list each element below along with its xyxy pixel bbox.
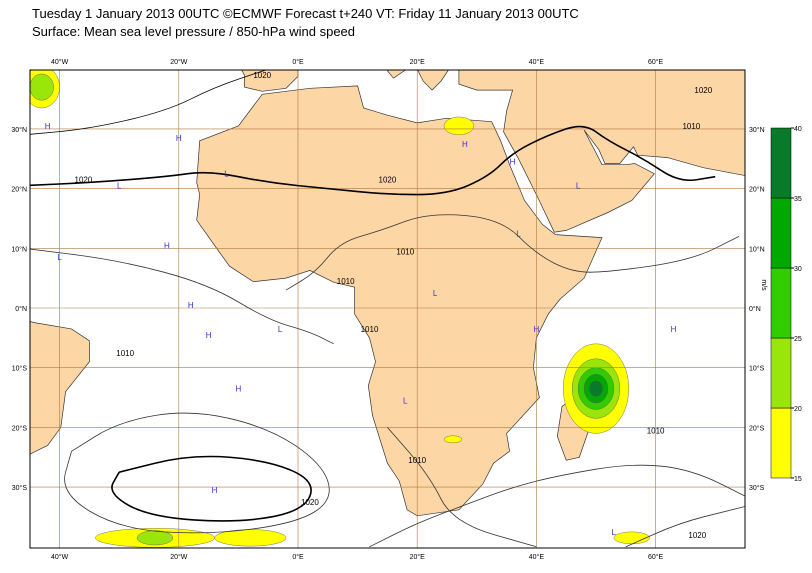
lon-label: 60°E	[648, 58, 664, 66]
pressure-centre: L	[278, 325, 283, 334]
lon-label: 60°E	[648, 553, 664, 561]
pressure-centre: L	[612, 528, 617, 537]
lon-label: 20°E	[410, 553, 426, 561]
lat-label: 20°S	[749, 424, 765, 432]
lat-label: 10°N	[749, 245, 765, 253]
lat-label: 10°N	[11, 245, 27, 253]
isobar-label: 1020	[379, 176, 397, 185]
isobar	[369, 464, 745, 548]
lat-label: 10°S	[12, 365, 28, 373]
wind-shading	[443, 435, 463, 444]
isobar-label: 1020	[688, 531, 706, 540]
pressure-centre: H	[671, 325, 677, 334]
colorbar-label: 25	[794, 336, 802, 343]
pressure-centre: H	[176, 134, 182, 143]
pressure-centre: L	[57, 253, 62, 262]
lon-label: 40°W	[51, 58, 69, 66]
isobar-label: 1020	[253, 71, 271, 80]
colorbar-label: 40	[794, 126, 802, 133]
isobar	[111, 455, 312, 522]
lon-label: 40°E	[529, 58, 545, 66]
colorbar-label: 20	[794, 406, 802, 413]
isobar-label: 1010	[361, 325, 379, 334]
land	[458, 70, 745, 233]
lat-label: 30°N	[749, 126, 765, 134]
lon-label: 0°E	[292, 58, 304, 66]
isobar-label: 1020	[301, 498, 319, 507]
pressure-centre: H	[45, 122, 51, 131]
colorbar-unit: m/s	[760, 279, 767, 291]
pressure-centre: L	[576, 182, 581, 191]
lat-label: 20°N	[11, 186, 27, 194]
wind-shading	[613, 531, 650, 545]
lon-label: 40°E	[529, 553, 545, 561]
colorbar-segment	[770, 267, 792, 339]
colorbar-segment	[770, 197, 792, 269]
isobar-label: 1010	[337, 277, 355, 286]
lon-label: 0°E	[292, 553, 304, 561]
isobar-label: 1010	[396, 247, 414, 256]
land	[386, 70, 406, 79]
wind-shading	[136, 530, 174, 546]
pressure-centre: H	[212, 486, 218, 495]
isobar	[30, 248, 334, 345]
isobar-label: 1020	[75, 176, 93, 185]
isobar	[30, 70, 268, 135]
isobar-label: 1010	[682, 122, 700, 131]
map-layer	[30, 70, 745, 548]
pressure-centre: H	[188, 301, 194, 310]
title: Tuesday 1 January 2013 00UTC ©ECMWF Fore…	[32, 6, 579, 21]
colorbar-label: 15	[794, 476, 802, 483]
isobar-label: 1010	[116, 349, 134, 358]
pressure-centre: L	[433, 289, 438, 298]
wind-shading	[589, 380, 603, 397]
lat-label: 10°S	[749, 365, 765, 373]
isobar-label: 1020	[694, 86, 712, 95]
pressure-centre: H	[510, 158, 516, 167]
lat-label: 20°S	[12, 424, 28, 432]
lat-label: 20°N	[749, 186, 765, 194]
colorbar-label: 35	[794, 196, 802, 203]
lat-label: 30°S	[12, 484, 28, 492]
pressure-centre: L	[403, 397, 408, 406]
lon-label: 20°E	[410, 58, 426, 66]
colorbar-label: 30	[794, 266, 802, 273]
pressure-centre: H	[534, 325, 540, 334]
colorbar: 15 20 25 30 35 40 m/s	[760, 126, 802, 483]
isobar-label: 1010	[408, 456, 426, 465]
isobar	[625, 506, 745, 548]
colorbar-segment	[770, 127, 792, 199]
colorbar-segment	[770, 407, 792, 479]
lat-label: 0°N	[15, 305, 27, 313]
isobar	[64, 412, 330, 534]
isobar	[285, 214, 740, 291]
isobar-label: 1010	[647, 426, 665, 435]
colorbar-segment	[770, 337, 792, 409]
wind-shading	[30, 73, 54, 101]
pressure-centre: L	[117, 182, 122, 191]
land	[417, 70, 449, 91]
pressure-centre: L	[516, 229, 521, 238]
map-frame	[29, 69, 746, 549]
lat-label: 0°N	[749, 305, 761, 313]
lat-label: 30°S	[749, 484, 765, 492]
subtitle: Surface: Mean sea level pressure / 850-h…	[32, 24, 355, 39]
lon-label: 20°W	[170, 58, 188, 66]
lat-label: 30°N	[11, 126, 27, 134]
lon-label: 20°W	[170, 553, 188, 561]
isobar	[387, 427, 537, 548]
isobar	[30, 125, 716, 196]
pressure-centre: H	[206, 331, 212, 340]
lon-label: 40°W	[51, 553, 69, 561]
pressure-centre: L	[224, 170, 229, 179]
pressure-centre: H	[164, 241, 170, 250]
pressure-centre: H	[462, 140, 468, 149]
wind-shading	[443, 116, 475, 136]
pressure-centre: H	[236, 385, 242, 394]
